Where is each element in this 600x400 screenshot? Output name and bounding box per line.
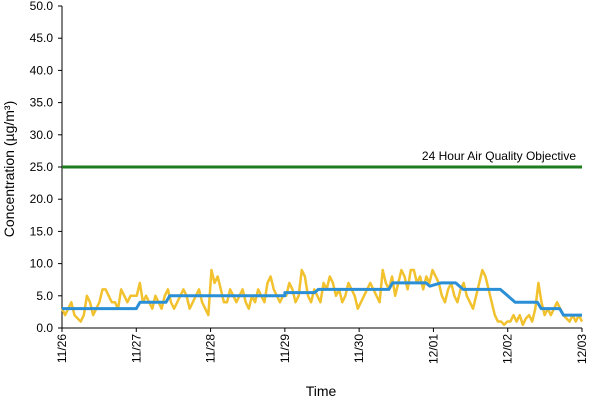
y-tick-label: 25.0 xyxy=(30,160,54,174)
x-tick-label: 12/03 xyxy=(575,334,589,364)
x-axis-title: Time xyxy=(306,383,337,399)
x-tick-label: 12/02 xyxy=(501,334,515,364)
x-tick-labels: 11/26 11/27 11/28 11/29 11/30 12/01 12/02 12/03 xyxy=(55,334,589,364)
average-series-line xyxy=(62,281,582,317)
objective-annotation: 24 Hour Air Quality Objective xyxy=(422,149,576,163)
y-tick-label: 30.0 xyxy=(30,128,54,142)
y-tick-label: 20.0 xyxy=(30,192,54,206)
y-tick-label: 35.0 xyxy=(30,96,54,110)
y-tick-label: 10.0 xyxy=(30,257,54,271)
y-tick-label: 5.0 xyxy=(36,289,53,303)
y-tick-label: 50.0 xyxy=(30,0,54,13)
y-axis-title: Concentration (µg/m³) xyxy=(1,101,17,237)
x-tick-label: 12/01 xyxy=(426,334,440,364)
plot-area xyxy=(60,165,584,327)
x-tick-label: 11/30 xyxy=(352,334,366,363)
x-tick-label: 11/26 xyxy=(55,334,69,363)
y-tick-label: 45.0 xyxy=(30,31,54,45)
x-tick-label: 11/28 xyxy=(204,334,218,363)
y-tick-label: 0.0 xyxy=(36,321,53,335)
y-tick-label: 40.0 xyxy=(30,63,54,77)
y-tick-labels: 0.0 5.0 10.0 15.0 20.0 25.0 30.0 35.0 40.0 45.0 50… xyxy=(30,0,54,335)
hourly-series-line xyxy=(60,268,584,327)
y-tick-label: 15.0 xyxy=(30,224,54,238)
x-tick-label: 11/29 xyxy=(278,334,292,363)
axes xyxy=(58,5,583,332)
x-tick-label: 11/27 xyxy=(129,334,143,363)
